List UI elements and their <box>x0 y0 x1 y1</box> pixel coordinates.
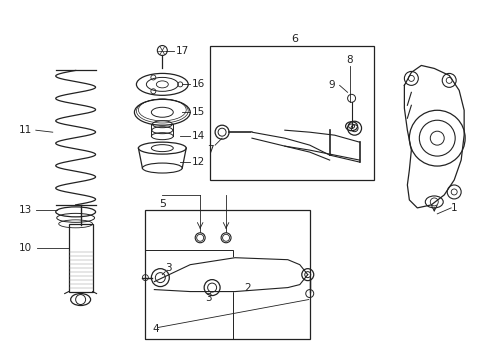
Text: 2: 2 <box>244 283 250 293</box>
Text: 8: 8 <box>346 55 352 66</box>
Bar <box>210 45 374 180</box>
Text: 12: 12 <box>192 157 205 167</box>
Text: 10: 10 <box>19 243 32 253</box>
Bar <box>145 210 309 339</box>
Text: 3: 3 <box>204 293 211 302</box>
Text: 6: 6 <box>291 33 298 44</box>
Polygon shape <box>154 258 307 292</box>
Bar <box>145 250 233 339</box>
Text: 4: 4 <box>152 324 158 334</box>
Text: 15: 15 <box>192 107 205 117</box>
Text: 13: 13 <box>19 205 32 215</box>
Text: 17: 17 <box>176 45 189 55</box>
Text: 3: 3 <box>164 263 171 273</box>
Text: 11: 11 <box>19 125 32 135</box>
Polygon shape <box>251 132 329 160</box>
Polygon shape <box>285 130 359 160</box>
Text: 1: 1 <box>450 203 457 213</box>
Text: 9: 9 <box>327 80 334 90</box>
Polygon shape <box>404 66 463 208</box>
Text: 7: 7 <box>206 145 213 155</box>
Text: 5: 5 <box>159 199 165 209</box>
Text: 14: 14 <box>192 131 205 141</box>
Text: 16: 16 <box>192 79 205 89</box>
